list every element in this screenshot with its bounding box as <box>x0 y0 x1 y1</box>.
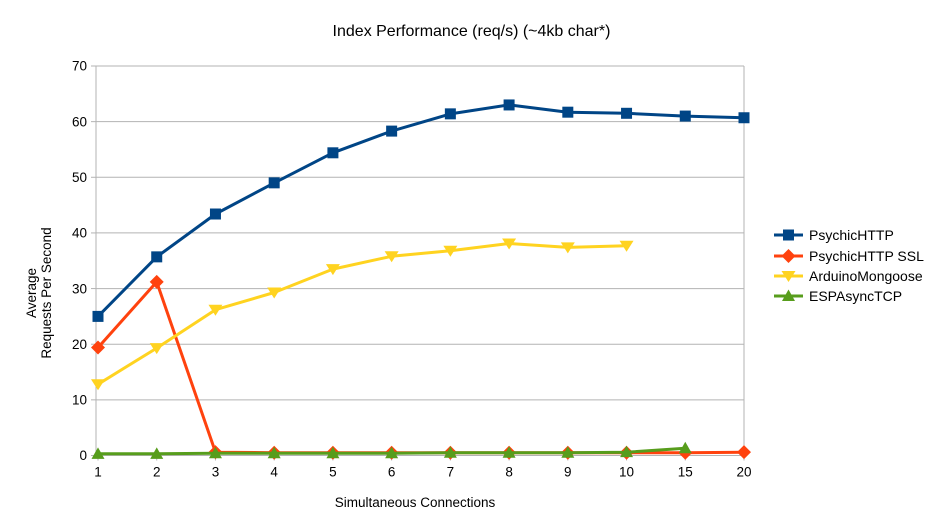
data-point-diamond <box>149 274 164 289</box>
data-point-triangle-down <box>502 238 517 250</box>
y-tick-label: 30 <box>72 281 87 296</box>
data-point-triangle-up <box>385 446 399 459</box>
data-point-square <box>209 208 221 220</box>
data-point-square <box>621 107 633 119</box>
legend-label: ESPAsyncTCP <box>809 288 903 305</box>
data-point-triangle-down <box>384 251 399 263</box>
data-point-triangle-up <box>208 446 222 459</box>
series-line <box>97 242 627 386</box>
legend-item: ArduinoMongoose <box>774 266 924 286</box>
data-point-square <box>268 177 280 189</box>
data-point-square <box>444 108 456 120</box>
legend-marker-icon <box>774 289 803 302</box>
legend-item: ESPAsyncTCP <box>774 286 924 306</box>
y-axis-title-line1: Average <box>24 267 39 319</box>
data-point-triangle-up <box>267 446 281 459</box>
data-point-square <box>503 99 515 111</box>
data-point-triangle-down <box>267 287 282 299</box>
legend-marker-icon <box>774 248 803 263</box>
x-tick-label: 9 <box>564 465 572 480</box>
x-tick-label: 5 <box>329 465 337 480</box>
data-point-square <box>386 125 398 137</box>
y-tick-label: 50 <box>72 170 87 185</box>
y-tick-label: 40 <box>72 226 87 241</box>
data-point-triangle-up <box>561 446 575 458</box>
x-tick-label: 4 <box>270 465 278 480</box>
data-point-triangle-up <box>678 441 692 454</box>
data-point-square <box>783 229 794 241</box>
data-point-triangle-down <box>619 240 634 252</box>
series-line <box>96 280 745 455</box>
y-tick-label: 0 <box>79 448 87 463</box>
legend-marker-icon <box>774 270 803 282</box>
series-line <box>96 103 745 318</box>
data-point-triangle-up <box>443 446 457 458</box>
data-point-triangle-up <box>150 447 164 459</box>
x-axis-title: Simultaneous Connections <box>334 495 496 510</box>
legend-marker-icon <box>774 229 803 241</box>
y-axis-title: Average Requests Per Second <box>24 227 54 358</box>
x-tick-label: 1 <box>94 465 102 480</box>
y-axis-title-line2: Requests Per Second <box>39 227 54 359</box>
x-tick-label: 10 <box>619 465 634 480</box>
x-tick-label: 7 <box>447 465 455 480</box>
x-tick-label: 3 <box>212 465 220 480</box>
data-point-triangle-down <box>781 270 796 282</box>
legend: PsychicHTTP PsychicHTTP SSL ArduinoMongoos… <box>774 225 924 307</box>
data-point-triangle-down <box>149 343 164 355</box>
y-tick-label: 20 <box>72 337 87 352</box>
x-tick-label: 6 <box>388 465 396 480</box>
y-tick-label: 10 <box>72 393 87 408</box>
x-tick-label: 8 <box>505 465 513 480</box>
chart-title: Index Performance (req/s) (~4kb char*) <box>332 23 611 40</box>
data-point-triangle-up <box>502 446 516 458</box>
legend-item: PsychicHTTP SSL <box>774 245 924 265</box>
data-point-triangle-up <box>782 289 795 302</box>
data-point-triangle-down <box>560 242 575 254</box>
y-tick-label: 70 <box>72 59 87 74</box>
legend-label: PsychicHTTP <box>809 227 894 244</box>
x-tick-label: 15 <box>678 465 693 480</box>
data-point-diamond <box>737 445 751 460</box>
data-point-triangle-up <box>326 446 340 459</box>
data-point-triangle-up <box>91 447 105 459</box>
x-tick-label: 2 <box>153 465 161 480</box>
data-point-diamond <box>91 340 105 355</box>
data-point-triangle-down <box>91 379 105 391</box>
y-tick-label: 60 <box>72 114 87 129</box>
data-point-triangle-down <box>325 264 340 276</box>
data-point-triangle-up <box>620 445 634 458</box>
data-point-triangle-down <box>443 245 458 257</box>
data-point-square <box>562 106 574 118</box>
legend-label: ArduinoMongoose <box>809 267 923 284</box>
legend-item: PsychicHTTP <box>774 225 924 245</box>
data-point-square <box>151 251 163 263</box>
data-point-square <box>738 112 750 124</box>
data-point-triangle-down <box>208 304 223 316</box>
data-point-square <box>679 110 691 122</box>
data-point-diamond <box>781 248 796 263</box>
x-tick-label: 20 <box>736 465 751 480</box>
data-point-square <box>327 147 339 159</box>
data-point-square <box>92 310 104 322</box>
legend-label: PsychicHTTP SSL <box>809 247 924 264</box>
